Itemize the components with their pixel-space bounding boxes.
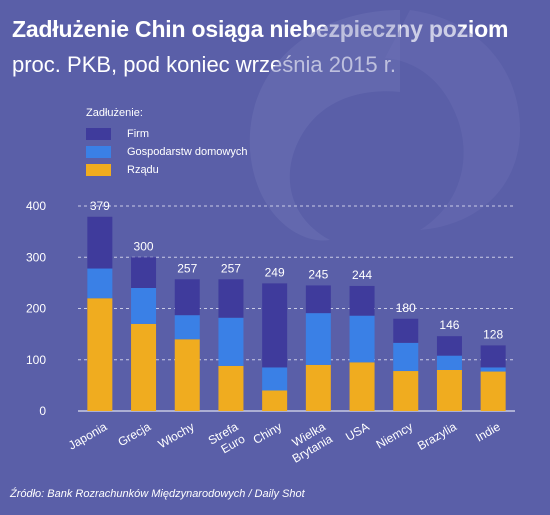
bar-households — [305, 313, 331, 365]
total-label: 257 — [221, 261, 241, 275]
y-tick-label: 200 — [26, 302, 46, 316]
legend-label-firm: Firm — [127, 128, 149, 140]
bar-households — [131, 288, 157, 324]
total-label: 180 — [396, 301, 416, 315]
source-note: Źródło: Bank Rozrachunków Międzynarodowy… — [10, 488, 305, 500]
legend-item-government: Rządu — [86, 161, 247, 179]
y-tick-label: 100 — [26, 353, 46, 367]
x-axis: Japonia Grecja Włochy StrefaEuro Chiny Wielka… — [66, 419, 503, 465]
y-tick-label: 300 — [26, 250, 46, 264]
bar-firm — [131, 257, 157, 288]
bar-firm — [262, 283, 288, 368]
total-label: 146 — [439, 318, 459, 332]
legend-item-firm: Firm — [86, 125, 247, 143]
legend-swatch-households — [86, 146, 111, 158]
bar-firm — [174, 279, 200, 316]
total-label: 244 — [352, 268, 372, 282]
x-tick-label: Włochy — [156, 419, 197, 451]
bar-households — [87, 268, 113, 299]
bar-government — [262, 390, 288, 411]
bar-households — [218, 317, 244, 366]
x-tick-label: Japonia — [66, 419, 110, 452]
bar-government — [436, 370, 462, 411]
y-axis: 0 100 200 300 400 — [26, 199, 46, 418]
legend-swatch-firm — [86, 128, 111, 140]
bar-government — [174, 339, 200, 411]
bar-government — [131, 323, 157, 411]
legend-label-government: Rządu — [127, 164, 159, 176]
x-tick-label: StrefaEuro — [206, 419, 248, 459]
total-label: 300 — [134, 239, 154, 253]
legend-item-households: Gospodarstw domowych — [86, 143, 247, 161]
legend-title: Zadłużenie: — [86, 107, 143, 119]
bar-government — [480, 371, 506, 411]
bar-firm — [87, 216, 113, 269]
chart-subtitle: proc. PKB, pod koniec września 2015 r. — [12, 52, 396, 77]
bar-government — [393, 371, 419, 411]
background-swirl-logo — [249, 10, 520, 241]
bar-firm — [436, 336, 462, 356]
y-tick-label: 400 — [26, 199, 46, 213]
x-tick-label: Niemcy — [374, 419, 416, 451]
total-label: 249 — [265, 265, 285, 279]
bar-firm — [393, 318, 419, 343]
bar-government — [349, 362, 375, 411]
chart-title: Zadłużenie Chin osiąga niebezpieczny poz… — [12, 16, 509, 42]
bar-households — [480, 367, 506, 372]
x-tick-label: USA — [343, 419, 371, 443]
y-tick-label: 0 — [39, 404, 46, 418]
x-tick-label: Chiny — [251, 419, 285, 446]
bars — [87, 216, 506, 411]
bar-households — [174, 315, 200, 340]
legend-swatch-government — [86, 164, 111, 176]
x-tick-label: WielkaBrytania — [283, 419, 335, 465]
x-tick-label: Brazylia — [415, 419, 459, 453]
bar-firm — [349, 285, 375, 316]
bar-government — [87, 298, 113, 411]
bar-households — [349, 315, 375, 363]
bar-firm — [218, 279, 244, 318]
bar-households — [393, 342, 419, 372]
total-label: 128 — [483, 327, 503, 341]
total-label: 245 — [308, 267, 328, 281]
bar-firm — [305, 285, 331, 314]
bar-government — [218, 365, 244, 411]
total-label: 379 — [90, 199, 110, 213]
legend-label-households: Gospodarstw domowych — [127, 146, 248, 158]
total-label: 257 — [177, 261, 197, 275]
x-tick-label: Grecja — [115, 419, 153, 449]
bar-government — [305, 364, 331, 411]
legend: Zadłużenie: Firm Gospodarstw domowych Rz… — [78, 107, 247, 179]
x-tick-label: Indie — [473, 419, 503, 444]
total-labels: 379 300 257 257 249 245 244 180 146 128 — [90, 199, 504, 342]
bar-firm — [480, 345, 506, 368]
bar-households — [262, 367, 288, 391]
bar-households — [436, 355, 462, 370]
